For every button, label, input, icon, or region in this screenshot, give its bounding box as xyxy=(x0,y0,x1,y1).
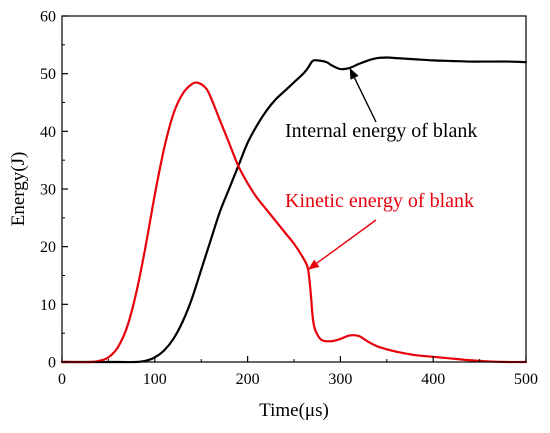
annotations-group: Internal energy of blank Kinetic energy o… xyxy=(285,67,477,270)
series-line-1 xyxy=(60,56,528,364)
y-tick-label: 60 xyxy=(40,9,56,26)
series-line-2 xyxy=(60,81,528,364)
y-tick-label: 30 xyxy=(40,182,56,199)
y-axis: 0 10 20 30 40 50 60 xyxy=(40,9,68,372)
plot-area xyxy=(62,16,526,362)
y-tick-label: 10 xyxy=(40,297,56,314)
annotation-arrow-1 xyxy=(353,77,377,123)
x-axis-title: Time(μs) xyxy=(259,400,329,421)
y-tick-label: 40 xyxy=(40,124,56,141)
y-tick-label: 0 xyxy=(48,355,56,372)
y-tick-label: 50 xyxy=(40,66,56,83)
x-axis: 0 100 200 300 400 500 xyxy=(58,356,538,388)
y-tick-label: 20 xyxy=(40,239,56,256)
series-group xyxy=(60,56,528,364)
annotation-arrow-2 xyxy=(316,219,377,264)
annotation-arrowhead-2 xyxy=(307,259,320,270)
x-tick-label: 500 xyxy=(514,371,538,388)
annotation-label-2: Kinetic energy of blank xyxy=(285,190,474,212)
annotation-arrowhead-1 xyxy=(349,67,359,80)
x-tick-label: 0 xyxy=(58,371,66,388)
annotation-label-1: Internal energy of blank xyxy=(285,120,477,142)
x-tick-label: 200 xyxy=(236,371,260,388)
y-axis-title: Energy(J) xyxy=(8,152,29,227)
x-tick-label: 100 xyxy=(143,371,167,388)
x-tick-label: 300 xyxy=(328,371,352,388)
x-tick-label: 400 xyxy=(421,371,445,388)
